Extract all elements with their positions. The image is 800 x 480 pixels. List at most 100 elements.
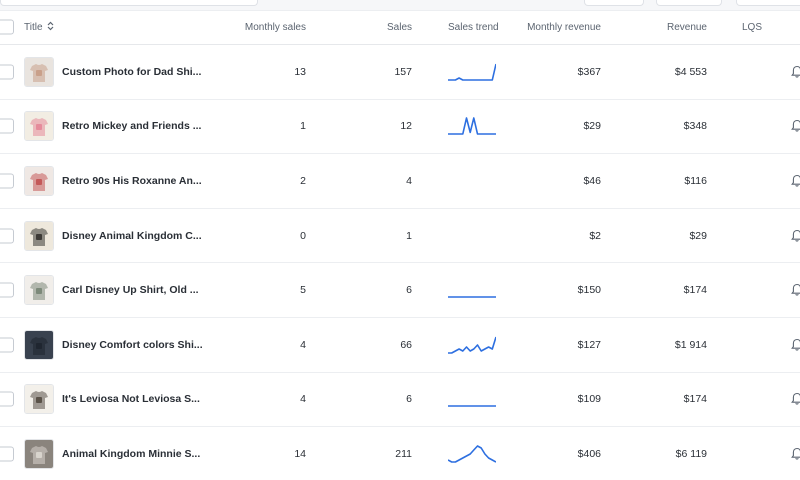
monthly-sales-value: 14 (294, 447, 306, 460)
column-header-sales-trend-label: Sales trend (448, 21, 499, 33)
select-all-checkbox[interactable] (0, 19, 14, 35)
table-row[interactable]: Carl Disney Up Shirt, Old ... 5 6 $150 $… (0, 263, 800, 318)
sales-trend-sparkline (448, 427, 496, 480)
bell-icon[interactable] (791, 45, 800, 99)
monthly-revenue-value: $2 (589, 229, 601, 242)
bell-icon[interactable] (791, 427, 800, 480)
sales-trend-sparkline (448, 263, 496, 317)
row-checkbox[interactable] (0, 173, 14, 189)
row-checkbox[interactable] (0, 337, 14, 353)
column-header-monthly-sales[interactable]: Monthly sales (220, 10, 306, 44)
sales-trend-sparkline (448, 100, 496, 154)
product-title[interactable]: Disney Comfort colors Shi... (62, 338, 203, 351)
column-header-lqs-label: LQS (742, 21, 763, 33)
sales-value: 12 (400, 120, 412, 133)
row-checkbox[interactable] (0, 64, 14, 80)
sparkline-line (448, 117, 496, 136)
sales-trend-sparkline (448, 373, 496, 427)
monthly-sales-value: 4 (300, 338, 306, 351)
row-checkbox[interactable] (0, 228, 14, 244)
sales-value: 6 (406, 393, 412, 406)
monthly-revenue-value: $109 (577, 393, 601, 406)
product-thumbnail[interactable] (24, 329, 54, 360)
row-checkbox[interactable] (0, 282, 14, 298)
product-title[interactable]: Animal Kingdom Minnie S... (62, 447, 201, 460)
toolbar-strip (0, 0, 800, 11)
sort-icon[interactable] (47, 21, 54, 33)
bell-icon[interactable] (791, 373, 800, 427)
row-checkbox[interactable] (0, 118, 14, 134)
monthly-revenue-value: $46 (583, 174, 601, 187)
revenue-value: $4 553 (674, 65, 707, 78)
table-row[interactable]: Retro 90s His Roxanne An... 2 4 $46 $116 (0, 154, 800, 209)
sales-trend-sparkline (448, 45, 496, 99)
product-title[interactable]: Retro 90s His Roxanne An... (62, 174, 202, 187)
toolbar-button-edge[interactable] (656, 0, 722, 6)
monthly-sales-value: 4 (300, 393, 306, 406)
revenue-value: $116 (684, 174, 707, 187)
table-row[interactable]: Animal Kingdom Minnie S... 14 211 $406 $… (0, 427, 800, 480)
row-checkbox[interactable] (0, 446, 14, 462)
sales-trend-sparkline (448, 154, 496, 208)
product-title[interactable]: Retro Mickey and Friends ... (62, 120, 202, 133)
monthly-revenue-value: $127 (577, 338, 601, 351)
product-title[interactable]: Carl Disney Up Shirt, Old ... (62, 284, 199, 297)
monthly-revenue-value: $29 (583, 120, 601, 133)
bell-icon[interactable] (791, 318, 800, 372)
product-thumbnail[interactable] (24, 275, 54, 306)
sparkline-svg (448, 336, 496, 354)
product-thumbnail[interactable] (24, 165, 54, 196)
product-thumbnail[interactable] (24, 220, 54, 251)
column-header-sales-trend[interactable]: Sales trend (448, 10, 499, 44)
sales-value: 157 (394, 65, 412, 78)
sales-trend-sparkline (448, 318, 496, 372)
bell-icon[interactable] (791, 154, 800, 208)
table-row[interactable]: Disney Comfort colors Shi... 4 66 $127 $… (0, 318, 800, 373)
product-thumbnail[interactable] (24, 111, 54, 142)
product-thumbnail[interactable] (24, 56, 54, 87)
sparkline-svg (448, 445, 496, 463)
sales-value: 4 (406, 174, 412, 187)
column-header-revenue[interactable]: Revenue (630, 10, 707, 44)
table-row[interactable]: Retro Mickey and Friends ... 1 12 $29 $3… (0, 100, 800, 155)
sparkline-svg (448, 63, 496, 81)
product-title[interactable]: It's Leviosa Not Leviosa S... (62, 393, 200, 406)
toolbar-button-edge[interactable] (736, 0, 800, 6)
column-header-lqs[interactable]: LQS (742, 10, 762, 44)
monthly-revenue-value: $150 (577, 284, 601, 297)
table-row[interactable]: Custom Photo for Dad Shi... 13 157 $367 … (0, 45, 800, 100)
sales-value: 1 (406, 229, 412, 242)
product-thumbnail[interactable] (24, 438, 54, 469)
toolbar-input-edge[interactable] (0, 0, 258, 6)
revenue-value: $348 (683, 120, 707, 133)
bell-icon[interactable] (791, 209, 800, 263)
revenue-value: $174 (683, 393, 707, 406)
product-thumbnail[interactable] (24, 384, 54, 415)
sales-value: 6 (406, 284, 412, 297)
table-row[interactable]: Disney Animal Kingdom C... 0 1 $2 $29 (0, 209, 800, 264)
revenue-value: $29 (689, 229, 707, 242)
column-header-monthly-sales-label: Monthly sales (244, 21, 306, 33)
table-header: Title Monthly sales Sales Sales trend Mo… (0, 10, 800, 45)
monthly-sales-value: 2 (300, 174, 306, 187)
sparkline-line (448, 63, 496, 81)
sparkline-svg (448, 117, 496, 136)
monthly-sales-value: 13 (294, 65, 306, 78)
table-row[interactable]: It's Leviosa Not Leviosa S... 4 6 $109 $… (0, 373, 800, 428)
bell-icon[interactable] (791, 263, 800, 317)
row-checkbox[interactable] (0, 391, 14, 407)
column-header-title[interactable]: Title (24, 10, 54, 44)
column-header-sales[interactable]: Sales (340, 10, 412, 44)
monthly-sales-value: 5 (300, 284, 306, 297)
monthly-revenue-value: $406 (577, 447, 601, 460)
sales-value: 211 (395, 447, 412, 460)
column-header-monthly-revenue-label: Monthly revenue (527, 21, 601, 33)
column-header-title-label: Title (24, 21, 43, 33)
column-header-monthly-revenue[interactable]: Monthly revenue (510, 10, 601, 44)
bell-icon[interactable] (791, 100, 800, 154)
sparkline-svg (448, 405, 496, 408)
product-title[interactable]: Custom Photo for Dad Shi... (62, 65, 202, 78)
toolbar-button-edge[interactable] (584, 0, 644, 6)
sparkline-svg (448, 296, 496, 298)
product-title[interactable]: Disney Animal Kingdom C... (62, 229, 202, 242)
